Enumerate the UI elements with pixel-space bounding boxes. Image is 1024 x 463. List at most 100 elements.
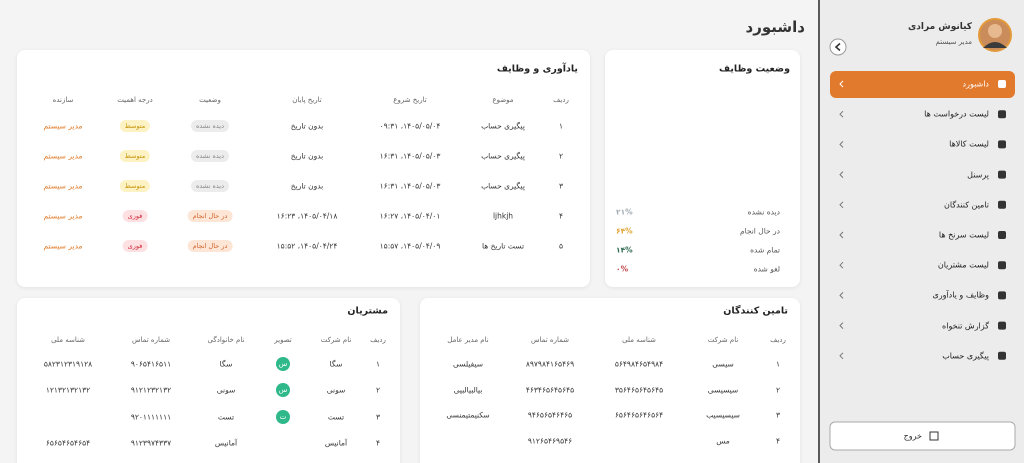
menu-icon <box>998 170 1006 179</box>
card-title: یادآوری و وظایف <box>496 63 578 75</box>
cell: سگا <box>219 359 233 369</box>
badge: دیده نشده <box>190 150 230 162</box>
avatar: س <box>276 357 290 371</box>
legend-value: ۶۴% <box>616 226 633 236</box>
cell: ۳ <box>775 410 781 420</box>
menu-item[interactable]: لیست سرنخ ها <box>938 230 989 240</box>
cell: ۱۴۰۵/۰۵/۰۳، ۱۶:۳۱ <box>379 151 441 161</box>
legend-label: دیده نشده <box>747 207 780 217</box>
column-header: ردیف <box>553 96 569 104</box>
legend-value: ۱۴% <box>616 245 633 255</box>
cell: بیالبیالبیی <box>453 385 483 395</box>
cell: ۱۲۱۳۲۱۳۲۱۳۲ <box>45 385 91 395</box>
column-header: ردیف <box>770 336 786 344</box>
cell: ۹۱۲۳۹۷۴۳۳۷ <box>130 438 172 448</box>
menu-icon <box>998 200 1006 209</box>
cell: ۹۱۲۱۲۳۲۱۳۲ <box>130 385 172 395</box>
menu-item[interactable]: تامین کنندگان <box>944 200 989 210</box>
logout-label[interactable]: خروج <box>903 431 922 441</box>
cell: ۴ <box>375 438 381 448</box>
cell: مدیر سیستم <box>43 121 83 131</box>
menu-item[interactable]: پرسنل <box>967 170 989 180</box>
cell: ۵۸۲۳۱۲۳۱۹۱۲۸ <box>43 359 93 369</box>
menu-item[interactable]: لیست مشتریان <box>937 260 989 270</box>
cell: پیگیری حساب <box>481 181 525 191</box>
cell: سگا <box>329 359 343 369</box>
task-status-card <box>605 50 800 287</box>
menu-item[interactable]: وظایف و یادآوری <box>932 290 989 300</box>
cell: ۲ <box>775 385 781 395</box>
collapse-icon <box>834 42 841 52</box>
badge: در حال انجام <box>187 210 233 222</box>
cell: ۱ <box>558 121 564 131</box>
cell: ۱ <box>375 359 381 369</box>
column-header: درجه اهمیت <box>117 96 153 104</box>
menu-icon <box>998 321 1006 330</box>
column-header: موضوع <box>492 96 514 104</box>
active-menu-bg <box>830 71 1015 98</box>
cell: ۴ <box>775 436 781 446</box>
cell: ۶۵۶۴۶۵۶۴۶۵۶۴ <box>614 410 664 420</box>
cell: ۲ <box>375 385 381 395</box>
menu-chevron <box>839 171 844 178</box>
menu-item[interactable]: پیگیری حساب <box>942 351 989 361</box>
badge: متوسط <box>119 150 151 162</box>
cell: ۴۶۳۴۶۵۶۴۵۶۴۵ <box>525 385 575 395</box>
cell: بدون تاریخ <box>290 121 324 131</box>
legend-label: لغو شده <box>753 264 780 274</box>
collapse-button[interactable] <box>829 38 847 56</box>
menu-item[interactable]: لیست کالاها <box>949 139 989 149</box>
menu-chevron <box>839 231 844 239</box>
cell: ۱۴۰۵/۰۴/۱۸، ۱۶:۲۳ <box>276 211 338 221</box>
user-name: کیانوش مرادی <box>908 22 972 32</box>
column-header: سازنده <box>52 96 74 104</box>
menu-icon <box>998 140 1006 149</box>
menu-chevron <box>839 322 844 329</box>
cell: مدیر سیستم <box>43 151 83 161</box>
badge: فوری <box>122 240 148 252</box>
cell: سونی <box>216 385 236 395</box>
user-avatar-body <box>983 42 1007 48</box>
column-header: نام مدیر عامل <box>447 336 489 344</box>
cell: مدیر سیستم <box>43 181 83 191</box>
column-header: نام خانوادگی <box>207 336 245 344</box>
menu-icon <box>998 291 1006 300</box>
chart-title: وضعیت وظایف <box>719 63 790 75</box>
logout-icon <box>929 431 939 441</box>
cell: ۵۶۴۹۸۴۶۵۴۹۸۴ <box>614 359 664 369</box>
sidebar-edge <box>818 0 820 463</box>
column-header: شماره تماس <box>531 336 569 344</box>
cell: ۱۴۰۵/۰۴/۰۹، ۱۵:۵۷ <box>379 241 441 251</box>
badge: دیده نشده <box>190 180 230 192</box>
menu-item[interactable]: گزارش تنخواه <box>942 321 989 331</box>
cell: ۹۴۶۵۶۵۴۶۴۶۵ <box>527 410 573 420</box>
menu-chevron <box>839 141 844 148</box>
menu-item[interactable]: داشبورد <box>962 79 989 89</box>
suppliers-card <box>420 298 800 463</box>
cell: سیسیسیب <box>706 410 740 420</box>
column-header: تاریخ شروع <box>393 96 427 104</box>
logout-button[interactable] <box>829 421 1016 451</box>
column-header: شناسه ملی <box>622 336 656 344</box>
cell: سیسی <box>712 359 734 369</box>
cell: ۱ <box>775 359 781 369</box>
menu-chevron <box>839 80 844 88</box>
cell: ۳۵۶۴۶۵۶۴۵۶۴۵ <box>614 385 664 395</box>
cell: پیگیری حساب <box>481 151 525 161</box>
cell: تست <box>217 412 235 422</box>
cell: بدون تاریخ <box>290 181 324 191</box>
cell: سونی <box>326 385 346 395</box>
menu-item[interactable]: لیست درخواست ها <box>924 109 989 119</box>
column-header: ردیف <box>370 336 386 344</box>
column-header: نام شرکت <box>320 336 352 344</box>
cell: مدیر سیستم <box>43 211 83 221</box>
cell: بدون تاریخ <box>290 151 324 161</box>
badge: متوسط <box>119 120 151 132</box>
column-header: شماره تماس <box>132 336 170 344</box>
cell: ۹۲۰۱۱۱۱۱۱۱ <box>130 412 172 422</box>
cell: ۱۴۰۵/۰۵/۰۴، ۰۹:۳۱ <box>379 121 441 131</box>
column-header: تاریخ پایان <box>292 96 322 104</box>
card-title: تامین کنندگان <box>723 305 788 317</box>
badge: در حال انجام <box>187 240 233 252</box>
